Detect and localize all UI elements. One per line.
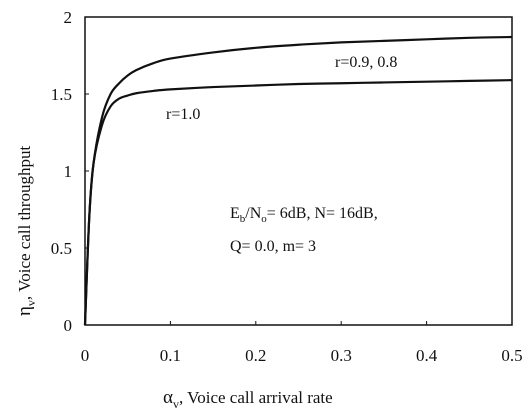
plot-frame — [84, 16, 513, 326]
y-axis-symbol-sub: v — [24, 300, 38, 306]
param-b-sub: b — [240, 213, 246, 225]
series-line-r-1.0 — [83, 79, 513, 326]
param-o-sub: o — [261, 213, 267, 225]
params-annotation-line2: Q= 0.0, m= 3 — [230, 238, 316, 255]
x-axis-symbol-sub: v — [173, 397, 179, 411]
x-tick-label: 0.2 — [245, 346, 266, 365]
params-annotation-line1: Eb/No= 6dB, N= 16dB, — [230, 205, 378, 225]
x-tick-label: 0.1 — [160, 346, 181, 365]
axis-ticks: 0 0.1 0.2 0.3 0.4 0.5 0 0.5 1 1.5 2 — [51, 8, 523, 365]
x-axis-symbol: α — [163, 387, 173, 408]
y-axis-symbol: η — [14, 306, 35, 316]
x-tick-label: 0.3 — [331, 346, 352, 365]
y-tick-label: 2 — [64, 8, 73, 27]
series-label-top: r=0.9, 0.8 — [335, 54, 397, 71]
y-tick-label: 0.5 — [51, 239, 72, 258]
param-rest: = 6dB, N= 16dB, — [267, 205, 378, 222]
x-axis-text: , Voice call arrival rate — [179, 388, 333, 407]
y-axis-text: , Voice call throughput — [15, 146, 34, 301]
x-tick-label: 0 — [81, 346, 90, 365]
x-tick-label: 0.4 — [416, 346, 438, 365]
series-label-bottom: r=1.0 — [166, 106, 200, 123]
y-tick-label: 1 — [64, 162, 73, 181]
y-axis-label: ηv, Voice call throughput — [14, 146, 38, 316]
param-slash-N: /N — [245, 205, 261, 222]
y-tick-label: 0 — [64, 316, 73, 335]
x-tick-label: 0.5 — [501, 346, 522, 365]
x-axis-label: αv, Voice call arrival rate — [163, 387, 333, 411]
y-tick-label: 1.5 — [51, 85, 72, 104]
param-E: E — [230, 205, 240, 222]
series-line-r-0.9-0.8 — [83, 35, 513, 326]
